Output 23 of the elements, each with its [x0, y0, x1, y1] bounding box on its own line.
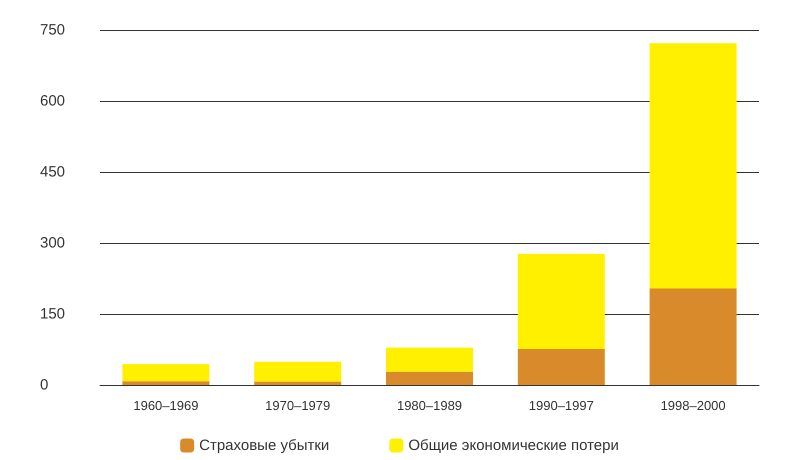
legend-label: Общие экономические потери	[408, 437, 619, 454]
bar	[518, 254, 605, 350]
y-tick-label: 600	[40, 92, 66, 110]
x-tick-label: 1980–1989	[396, 398, 462, 413]
legend-label: Страховые убытки	[199, 437, 330, 454]
bar	[122, 364, 210, 382]
bar	[518, 349, 605, 385]
bar	[386, 348, 473, 372]
x-tick-label: 1960–1969	[133, 398, 198, 413]
bar	[650, 43, 737, 288]
y-tick-label: 300	[40, 234, 66, 252]
bar	[650, 288, 737, 385]
bar	[254, 382, 342, 385]
bar	[254, 362, 342, 382]
x-tick-label: 1998–2000	[660, 398, 726, 413]
y-tick-label: 0	[40, 376, 48, 394]
bar	[122, 381, 210, 385]
x-tick-label: 1990–1997	[528, 398, 594, 413]
y-tick-label: 750	[40, 22, 66, 38]
x-tick-label: 1970–1979	[265, 398, 330, 413]
bar	[386, 372, 473, 385]
y-tick-label: 150	[40, 306, 66, 322]
y-tick-label: 450	[40, 164, 66, 180]
